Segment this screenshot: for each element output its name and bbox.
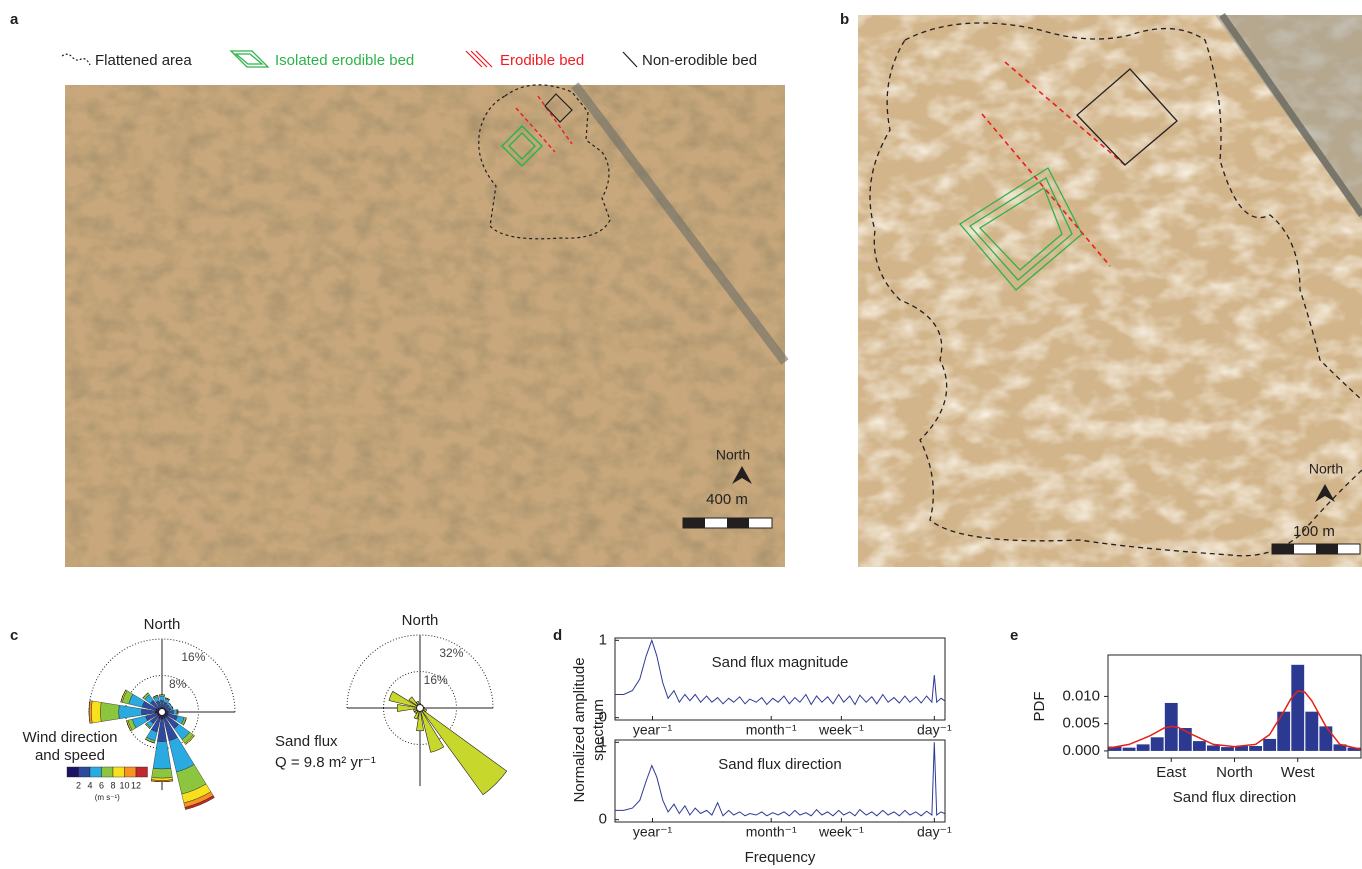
ring-label: 16%: [181, 650, 205, 664]
legend-icon: [466, 51, 492, 67]
rose-segment: [153, 741, 171, 769]
bar: [1305, 712, 1318, 751]
x-tick-label: year⁻¹: [633, 824, 673, 840]
bar: [1151, 737, 1164, 751]
colorbar-tick-label: 8: [110, 780, 115, 790]
scale-label: 400 m: [706, 491, 748, 508]
panel-label: e: [1010, 627, 1018, 644]
x-axis-label: Frequency: [745, 849, 816, 866]
y-axis-label: Normalized amplitude: [571, 657, 588, 802]
legend-label: Flattened area: [95, 52, 192, 69]
colorbar-box: [67, 767, 79, 777]
scale-label: 100 m: [1293, 523, 1335, 540]
colorbar-tick-label: 12: [131, 780, 141, 790]
colorbar-box: [113, 767, 125, 777]
legend-icon: [623, 52, 637, 67]
plot-title: Sand flux magnitude: [712, 654, 849, 671]
y-axis-label: spectrum: [590, 699, 607, 761]
panel-label: a: [10, 11, 19, 28]
colorbar-tick-label: 2: [76, 780, 81, 790]
legend-label: Non-erodible bed: [642, 52, 757, 69]
ring-label: 32%: [439, 646, 463, 660]
scale-bar: [1272, 544, 1360, 554]
spectrum-line: [615, 640, 945, 704]
rose-label: and speed: [35, 747, 105, 764]
rose-label: Wind direction: [22, 729, 117, 746]
y-tick-label: 0.010: [1062, 687, 1100, 704]
rose-label: Q = 9.8 m² yr⁻¹: [275, 754, 376, 771]
x-axis-label: Sand flux direction: [1173, 789, 1296, 806]
rose-segment: [152, 768, 173, 778]
bar: [1207, 745, 1220, 750]
panel-label: c: [10, 627, 18, 644]
rose-center: [417, 705, 424, 712]
bar: [1263, 739, 1276, 751]
plot-frame: [615, 740, 945, 822]
colorbar-box: [102, 767, 114, 777]
legend-icon: [62, 54, 90, 65]
figure: a b c d e Flattened area Isolated erodib…: [0, 0, 1362, 869]
rose-segment: [173, 710, 177, 715]
panel-label: d: [553, 627, 562, 644]
plot-title: Sand flux direction: [718, 756, 841, 773]
x-tick-label: week⁻¹: [818, 824, 864, 840]
x-tick-label: North: [1216, 764, 1253, 781]
plot-frame: [615, 638, 945, 720]
rose-segment: [100, 702, 119, 721]
x-tick-label: day⁻¹: [917, 824, 952, 840]
rose-segment: [119, 705, 142, 719]
bar: [1249, 746, 1262, 751]
scale-bar: [683, 518, 772, 528]
page: { "panel_labels": ["a", "b", "c", "d", "…: [0, 0, 1362, 869]
bar: [1221, 747, 1234, 751]
y-tick-label: 0: [599, 811, 607, 828]
panel-label: b: [840, 11, 849, 28]
north-label: North: [716, 447, 750, 463]
x-tick-label: month⁻¹: [746, 824, 797, 840]
colorbar-tick-label: 6: [99, 780, 104, 790]
colorbar-box: [79, 767, 91, 777]
ring-label: 8%: [169, 677, 187, 691]
rose-center: [159, 709, 166, 716]
y-tick-label: 0.000: [1062, 742, 1100, 759]
rose-segment: [167, 710, 173, 714]
rose-segment: [160, 696, 165, 701]
colorbar-unit: (m s⁻¹): [95, 793, 120, 802]
map-b: North 100 m: [858, 15, 1362, 567]
bar: [1319, 726, 1332, 751]
colorbar-tick-label: 4: [87, 780, 92, 790]
bar: [1193, 741, 1206, 751]
spectrum-line: [615, 742, 945, 816]
rose-label: Sand flux: [275, 733, 338, 750]
bar: [1123, 748, 1136, 751]
colorbar-tick-label: 10: [119, 780, 129, 790]
map-texture: [65, 85, 785, 567]
legend-icon: [231, 51, 268, 67]
colorbar-box: [125, 767, 137, 777]
colorbar-box: [136, 767, 148, 777]
ring-label: 16%: [424, 673, 448, 687]
colorbar-box: [90, 767, 102, 777]
legend-label: Erodible bed: [500, 52, 584, 69]
bar: [1291, 665, 1304, 751]
bar: [1277, 712, 1290, 751]
rose-title: North: [402, 612, 439, 629]
x-tick-label: day⁻¹: [917, 722, 952, 738]
y-tick-label: 1: [599, 631, 607, 648]
x-tick-label: year⁻¹: [633, 722, 673, 738]
y-axis-label: PDF: [1031, 692, 1048, 722]
map-a: North 400 m: [65, 85, 785, 567]
bar: [1137, 744, 1150, 751]
rose-segment: [91, 701, 101, 723]
x-tick-label: month⁻¹: [746, 722, 797, 738]
north-label: North: [1309, 461, 1343, 477]
y-tick-label: 0.005: [1062, 715, 1100, 732]
rose-title: North: [144, 616, 181, 633]
x-tick-label: week⁻¹: [818, 722, 864, 738]
x-tick-label: West: [1281, 764, 1316, 781]
x-tick-label: East: [1156, 764, 1187, 781]
legend-label: Isolated erodible bed: [275, 52, 414, 69]
y-tick-label: 1: [599, 733, 607, 750]
